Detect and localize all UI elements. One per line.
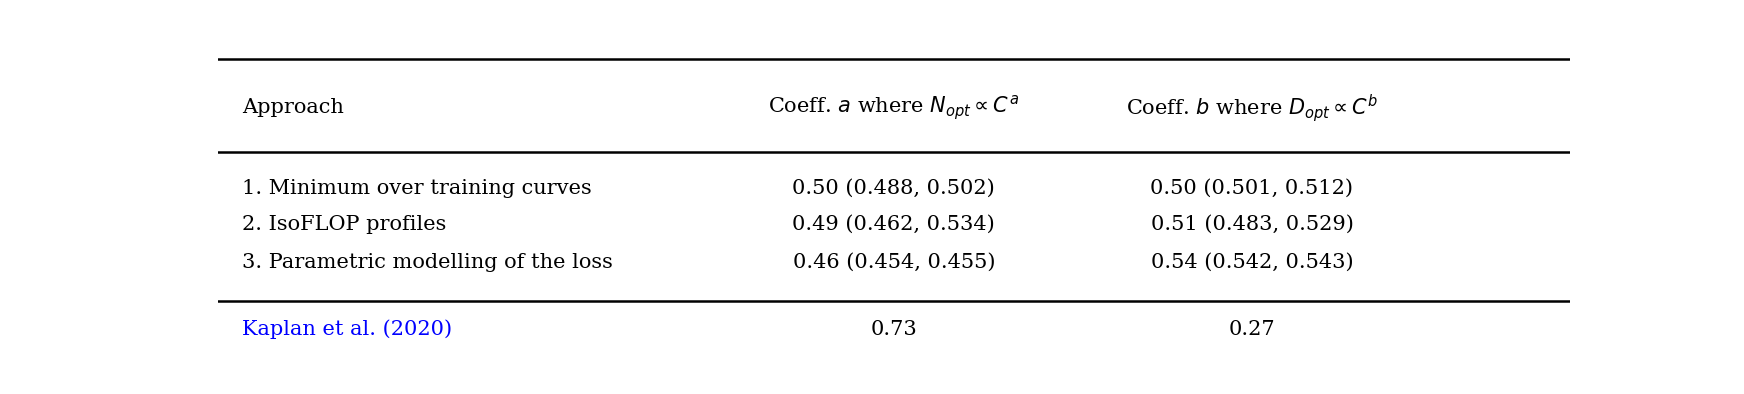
Text: 3. Parametric modelling of the loss: 3. Parametric modelling of the loss bbox=[242, 253, 614, 272]
Text: 0.51 (0.483, 0.529): 0.51 (0.483, 0.529) bbox=[1151, 215, 1353, 234]
Text: 0.50 (0.488, 0.502): 0.50 (0.488, 0.502) bbox=[792, 179, 996, 198]
Text: Kaplan et al. (2020): Kaplan et al. (2020) bbox=[242, 320, 452, 339]
Text: 1. Minimum over training curves: 1. Minimum over training curves bbox=[242, 179, 591, 198]
Text: 0.73: 0.73 bbox=[870, 320, 917, 339]
Text: Coeff. $a$ where $N_{opt} \propto C^a$: Coeff. $a$ where $N_{opt} \propto C^a$ bbox=[769, 93, 1018, 123]
Text: 2. IsoFLOP profiles: 2. IsoFLOP profiles bbox=[242, 215, 446, 234]
Text: 0.49 (0.462, 0.534): 0.49 (0.462, 0.534) bbox=[792, 215, 996, 234]
Text: 0.54 (0.542, 0.543): 0.54 (0.542, 0.543) bbox=[1151, 253, 1353, 272]
Text: Coeff. $b$ where $D_{opt} \propto C^b$: Coeff. $b$ where $D_{opt} \propto C^b$ bbox=[1125, 92, 1378, 124]
Text: 0.27: 0.27 bbox=[1230, 320, 1275, 339]
Text: Approach: Approach bbox=[242, 98, 344, 117]
Text: 0.46 (0.454, 0.455): 0.46 (0.454, 0.455) bbox=[792, 253, 996, 272]
Text: 0.50 (0.501, 0.512): 0.50 (0.501, 0.512) bbox=[1151, 179, 1353, 198]
